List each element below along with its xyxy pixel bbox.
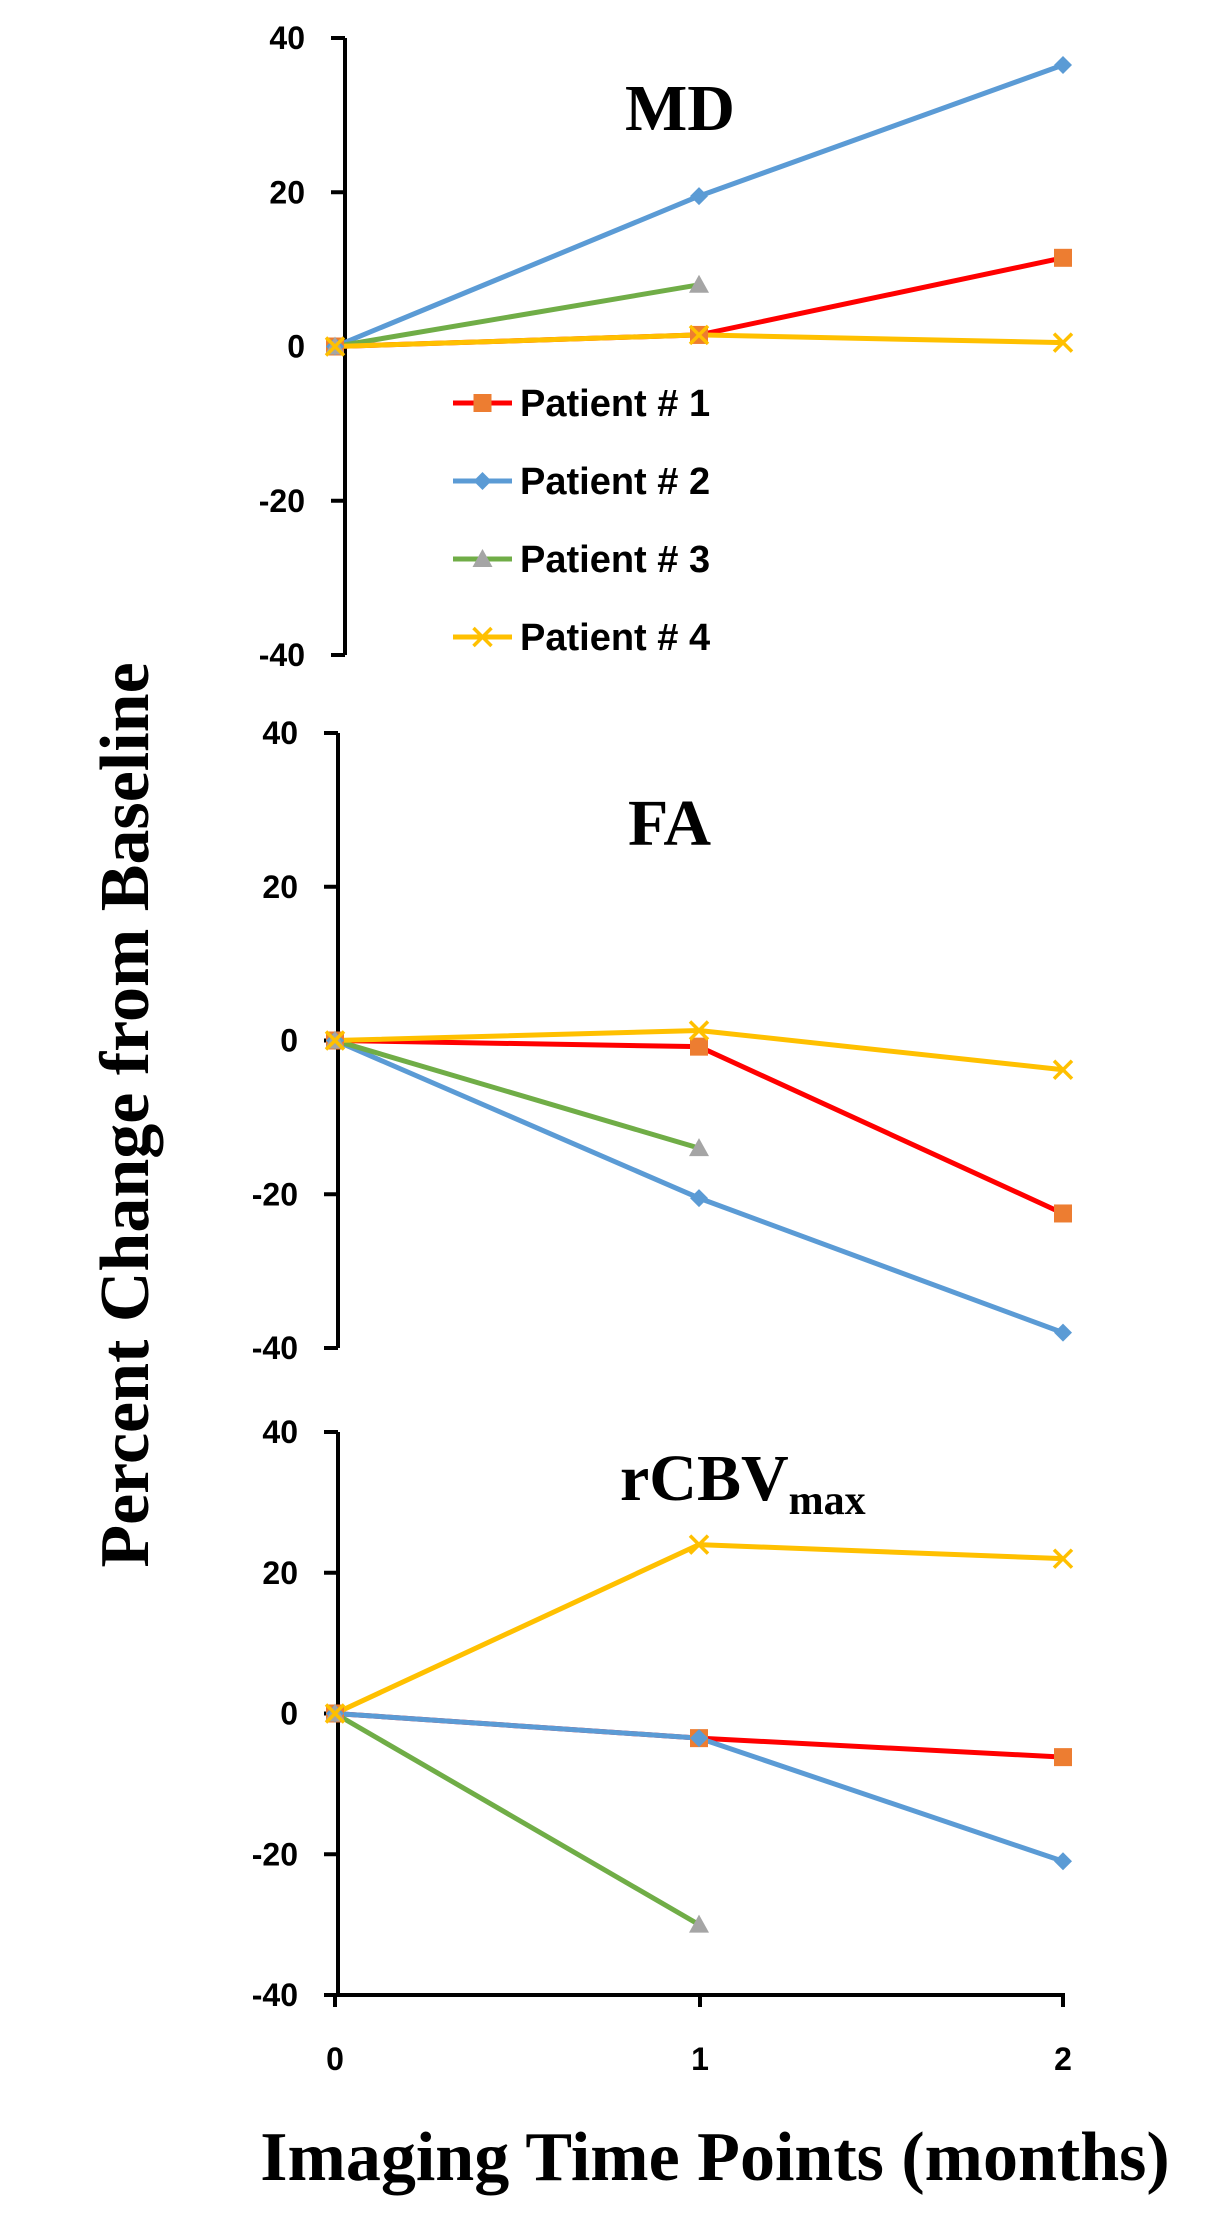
y-tick-label: 20 xyxy=(269,174,305,210)
data-point xyxy=(688,1020,710,1041)
y-tick-label: 40 xyxy=(269,20,305,56)
x-tick-label: 0 xyxy=(326,2041,344,2077)
legend-marker xyxy=(472,626,493,648)
y-tick-label: 20 xyxy=(262,869,298,905)
series-line xyxy=(334,282,700,349)
x-axis-label: Imaging Time Points (months) xyxy=(260,2119,1169,2196)
x-tick-label: 2 xyxy=(1054,2041,1072,2077)
data-point xyxy=(324,1703,346,1724)
legend-label: Patient # 2 xyxy=(520,461,710,503)
data-point xyxy=(1054,55,1072,74)
panel-rcbv: 40 20 0 -20 -40 rCBVmax 0 1 2 xyxy=(252,1414,1074,2077)
data-point xyxy=(690,187,708,206)
series-line xyxy=(333,1542,1064,1716)
panel-md: 40 20 0 -20 -40 MD xyxy=(259,20,1074,673)
series-line xyxy=(334,1038,700,1151)
data-point xyxy=(688,1534,710,1555)
legend-label: Patient # 4 xyxy=(520,617,710,659)
legend: Patient # 1 Patient # 2 Patient # 3 Patient… xyxy=(453,383,710,659)
data-point xyxy=(1052,1548,1074,1569)
y-tick-label: -40 xyxy=(252,1330,298,1366)
data-point xyxy=(1054,1204,1072,1223)
panel-title: rCBVmax xyxy=(620,1442,866,1524)
y-tick-label: -40 xyxy=(259,637,305,673)
series-line xyxy=(334,1038,1065,1216)
data-point xyxy=(1052,1059,1074,1080)
data-point xyxy=(1054,248,1072,267)
x-tick-label: 1 xyxy=(691,2041,709,2077)
y-axis-label: Percent Change from Baseline xyxy=(87,662,164,1567)
y-tick-label: 40 xyxy=(262,715,298,751)
panel-fa: 40 20 0 -20 -40 FA xyxy=(252,715,1074,1366)
panel-title: FA xyxy=(628,787,711,860)
data-point xyxy=(324,1030,346,1051)
series-line xyxy=(333,1711,701,1927)
data-point xyxy=(1054,1323,1072,1342)
legend-marker xyxy=(472,549,493,567)
y-tick-label: 0 xyxy=(287,329,305,365)
data-point xyxy=(1052,332,1074,353)
data-point xyxy=(689,274,709,293)
y-tick-label: -20 xyxy=(252,1176,298,1212)
data-point xyxy=(324,336,346,357)
y-tick-label: -40 xyxy=(252,1977,298,2013)
legend-label: Patient # 3 xyxy=(520,539,710,581)
y-tick-label: 0 xyxy=(280,1023,298,1059)
data-point xyxy=(690,1037,708,1056)
y-tick-label: -20 xyxy=(259,483,305,519)
data-point xyxy=(1054,1748,1072,1767)
data-point xyxy=(690,1729,708,1748)
data-point xyxy=(689,1914,709,1933)
data-point xyxy=(1054,1852,1072,1871)
legend-label: Patient # 1 xyxy=(520,383,710,425)
legend-marker xyxy=(473,394,492,412)
data-point xyxy=(689,1138,709,1157)
series-line xyxy=(334,1038,1064,1335)
y-tick-label: 20 xyxy=(262,1555,298,1591)
panel-title: MD xyxy=(625,72,735,145)
y-tick-label: 40 xyxy=(262,1414,298,1450)
y-tick-label: -20 xyxy=(252,1836,298,1872)
data-point xyxy=(690,1189,708,1208)
y-tick-label: 0 xyxy=(280,1696,298,1732)
legend-marker xyxy=(473,472,492,490)
data-point xyxy=(688,324,710,346)
